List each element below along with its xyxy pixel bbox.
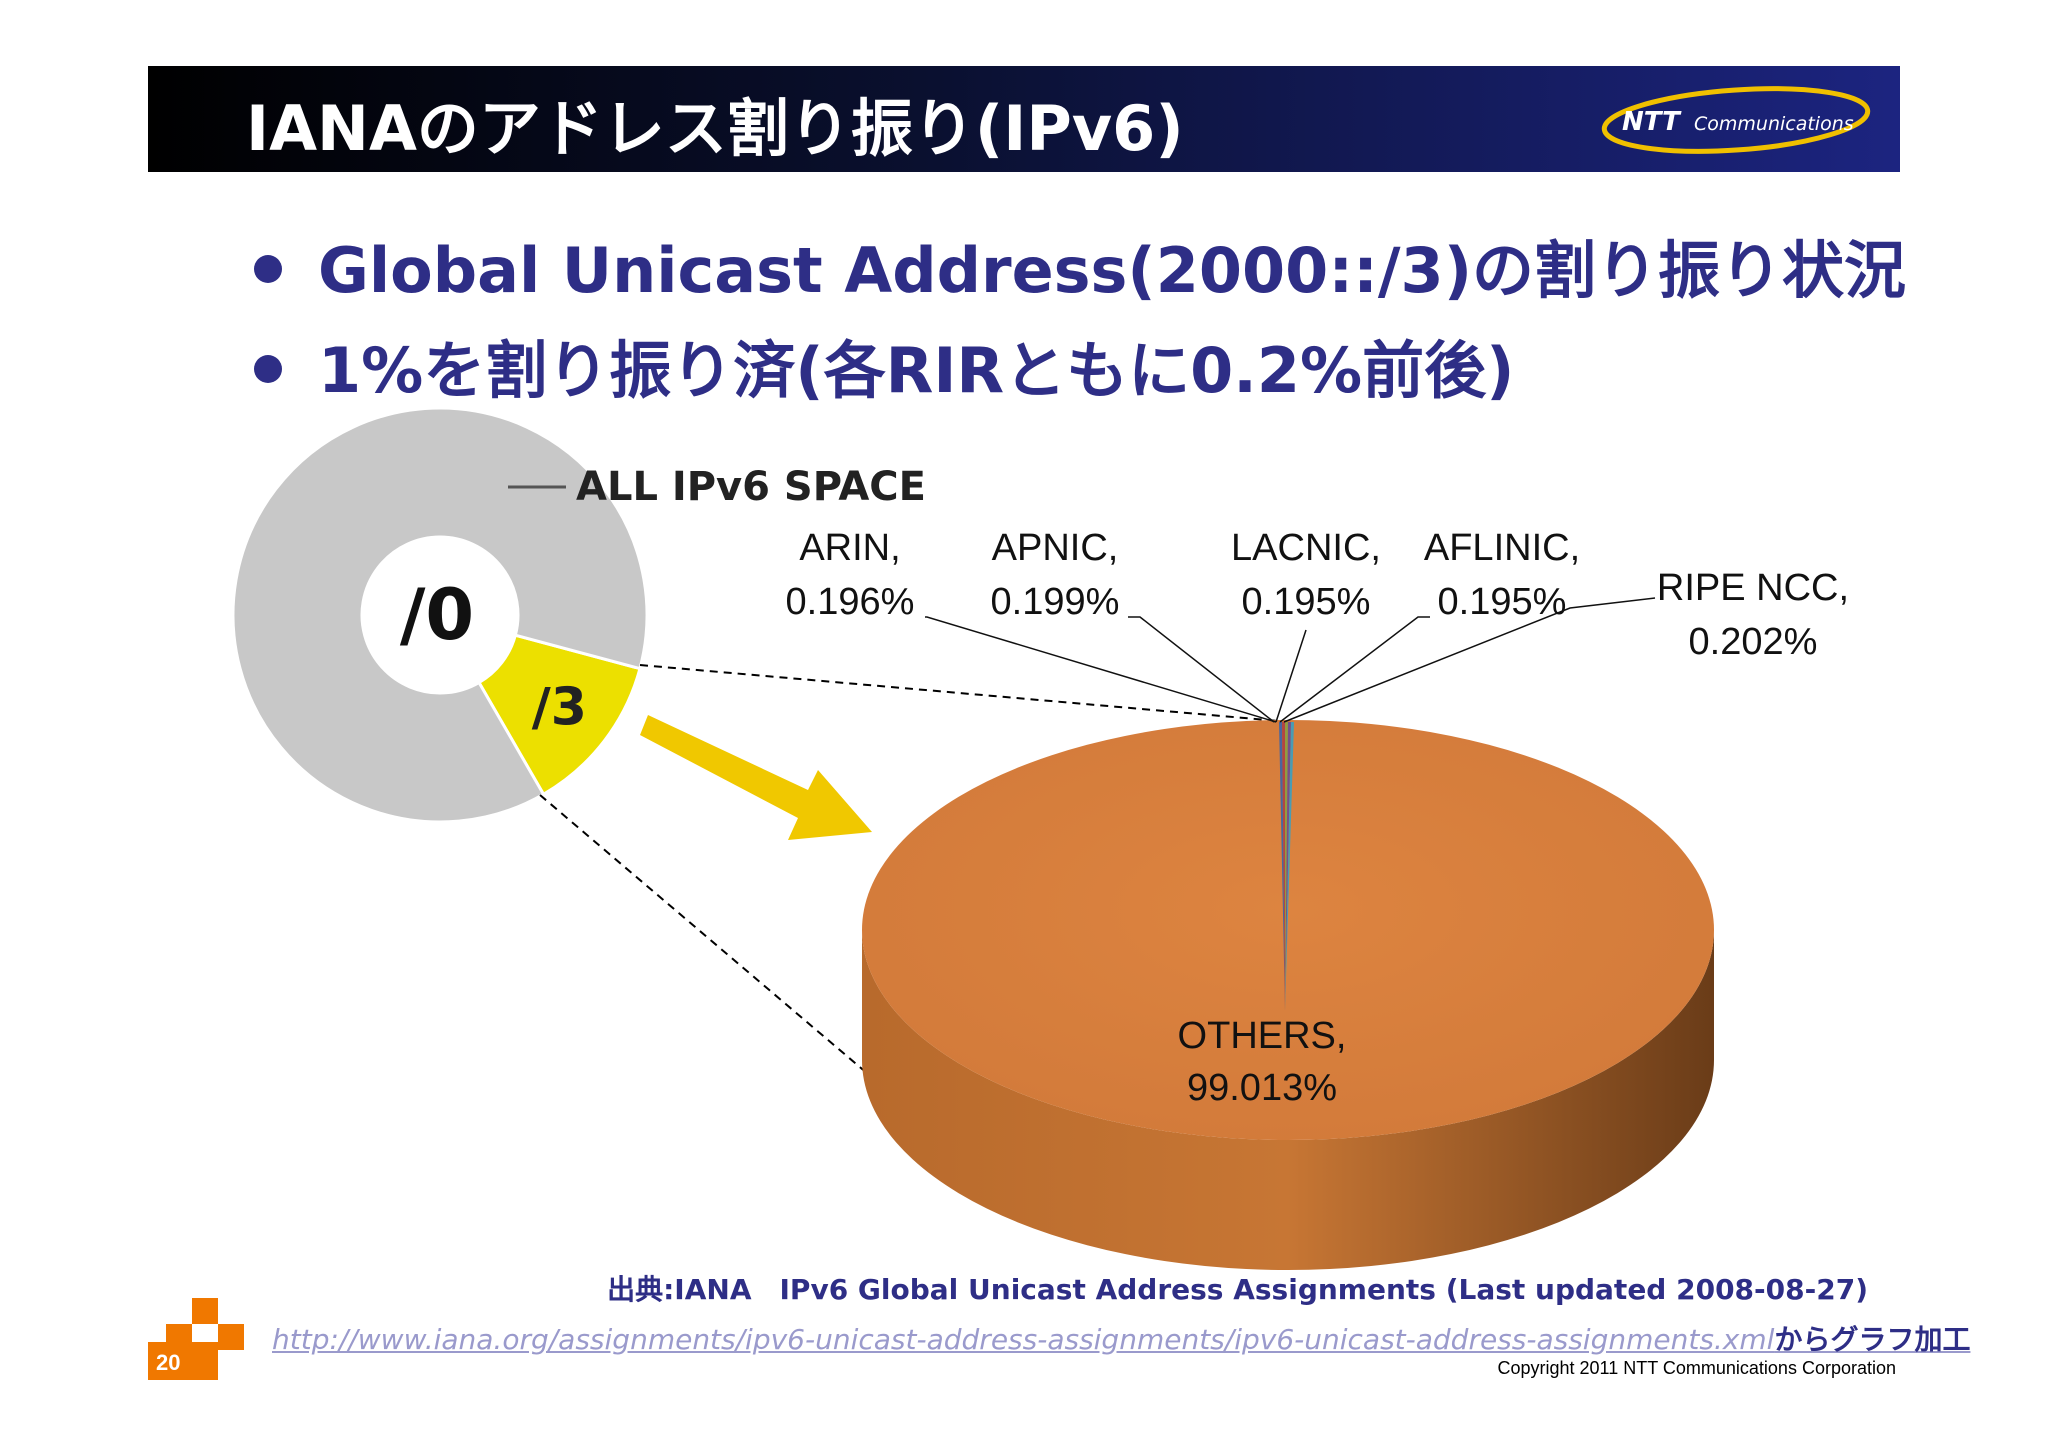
label-apnic-value: 0.199% xyxy=(991,581,1120,623)
label-ripe-ncc-name: RIPE NCC, xyxy=(1657,567,1849,609)
donut-title: ALL IPv6 SPACE xyxy=(576,464,926,510)
logo-sub: Communications xyxy=(1694,113,1854,135)
pie-slice-others xyxy=(862,720,1714,1140)
source-link-line: http://www.iana.org/assignments/ipv6-uni… xyxy=(272,1318,1970,1358)
pie-side-wall xyxy=(862,930,1714,1270)
pie-slice-apnic xyxy=(1282,722,1285,1010)
label-apnic-name: APNIC, xyxy=(992,527,1119,569)
source-url-link[interactable]: http://www.iana.org/assignments/ipv6-uni… xyxy=(272,1323,1775,1356)
donut-hole xyxy=(364,539,516,691)
bullet-dot-icon xyxy=(254,254,282,283)
rir-allocation-pie xyxy=(862,720,1714,1270)
ntt-communications-logo: NTT Communications xyxy=(1601,86,1871,154)
label-aflinic-value: 0.195% xyxy=(1438,581,1567,623)
arrow-icon xyxy=(640,715,872,840)
pie-labels: ARIN, 0.196% APNIC, 0.199% LACNIC, 0.195% AFLI… xyxy=(786,527,1850,1109)
label-lacnic-name: LACNIC, xyxy=(1231,527,1381,569)
page-number-badge: 20 xyxy=(148,1298,244,1380)
label-others-name: OTHERS, xyxy=(1178,1015,1347,1057)
bullet-text-2: 1%を割り振り済(各RIRともに0.2%前後) xyxy=(318,334,1515,407)
source-citation: 出典:IANA IPv6 Global Unicast Address Assi… xyxy=(607,1273,1868,1306)
source-url-suffix: からグラフ加工 xyxy=(1774,1323,1971,1356)
donut-slice-rest xyxy=(231,406,649,824)
all-ipv6-donut: /3/0 ALL IPv6 SPACE xyxy=(231,406,926,824)
page-number: 20 xyxy=(156,1350,181,1375)
donut-slice-label: /3 xyxy=(532,678,587,738)
pie-slice-arin xyxy=(1279,722,1285,1010)
label-arin-value: 0.196% xyxy=(786,581,915,623)
bullet-item-2: 1%を割り振り済(各RIRともに0.2%前後) xyxy=(254,320,1514,410)
copyright: Copyright 2011 NTT Communications Corpor… xyxy=(1497,1358,1896,1378)
title-bar: IANAのアドレス割り振り(IPv6) NTT Communications xyxy=(148,66,1900,172)
leader-lacnic xyxy=(1275,629,1307,723)
label-others-value: 99.013% xyxy=(1187,1067,1337,1109)
label-aflinic-name: AFLINIC, xyxy=(1424,527,1580,569)
donut-slice-slash3 xyxy=(476,633,642,797)
leader-ripe-ncc xyxy=(1283,597,1656,723)
leader-arin xyxy=(925,616,1277,723)
page-title: IANAのアドレス割り振り(IPv6) xyxy=(246,92,1184,165)
label-lacnic-value: 0.195% xyxy=(1242,581,1371,623)
label-arin-name: ARIN, xyxy=(799,527,900,569)
leader-aflinic xyxy=(1279,616,1430,723)
bullet-item-1: Global Unicast Address(2000::/3)の割り振り状況 xyxy=(254,220,1906,310)
logo-brand: NTT xyxy=(1622,107,1682,137)
leader-apnic xyxy=(1128,616,1275,723)
donut-center-label: /0 xyxy=(400,574,474,656)
pie-slice-ripe-ncc xyxy=(1285,722,1294,1010)
label-ripe-ncc-value: 0.202% xyxy=(1689,621,1818,663)
bullet-text-1: Global Unicast Address(2000::/3)の割り振り状況 xyxy=(318,234,1907,307)
bullet-dot-icon xyxy=(254,354,282,383)
